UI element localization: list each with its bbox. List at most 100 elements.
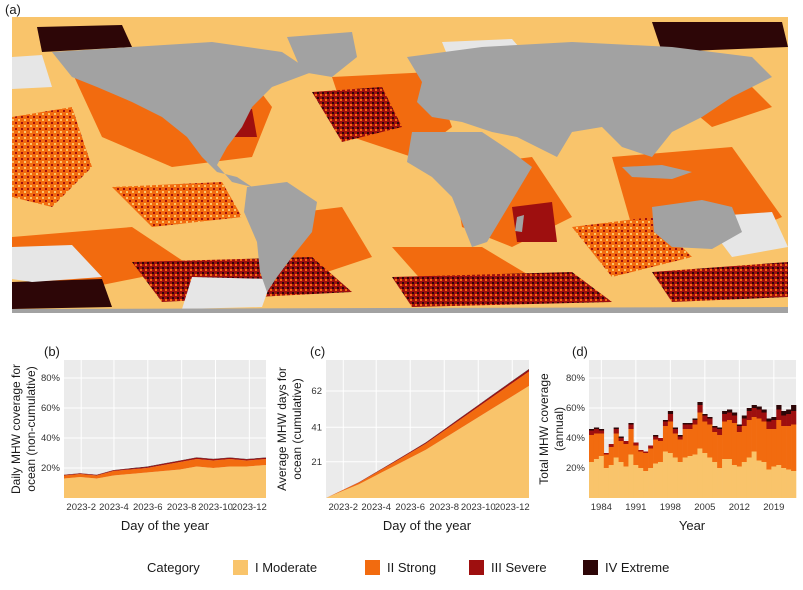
bar-severe bbox=[687, 424, 693, 429]
bar-moderate bbox=[771, 466, 777, 498]
bar-moderate bbox=[598, 456, 605, 498]
bar-extreme bbox=[667, 411, 674, 414]
panel-label-d: (d) bbox=[572, 344, 588, 359]
bar-severe bbox=[648, 445, 654, 449]
bar-severe bbox=[771, 420, 777, 429]
bar-moderate bbox=[791, 471, 797, 498]
land-masses bbox=[12, 32, 788, 313]
y-axis-label-line2: ocean (cumulative) bbox=[290, 378, 304, 479]
x-tick-label: 1984 bbox=[591, 502, 612, 513]
bar-severe bbox=[746, 411, 752, 420]
bar-extreme bbox=[662, 420, 669, 422]
bar-moderate bbox=[593, 459, 600, 498]
area-moderate bbox=[326, 385, 529, 498]
australia-land bbox=[652, 200, 742, 249]
bar-severe bbox=[722, 414, 728, 422]
bar-strong bbox=[667, 421, 674, 453]
bar-extreme bbox=[766, 418, 772, 422]
bar-moderate bbox=[727, 459, 733, 498]
bar-severe bbox=[751, 408, 757, 417]
y-tick-label: 80% bbox=[41, 373, 61, 384]
bar-severe bbox=[638, 450, 644, 452]
bar-extreme bbox=[736, 424, 743, 426]
bar-strong bbox=[643, 453, 649, 471]
legend-label-extreme: IV Extreme bbox=[605, 559, 670, 575]
bar-strong bbox=[598, 433, 605, 456]
bar-severe bbox=[702, 415, 708, 422]
bar-severe bbox=[658, 438, 664, 441]
bar-severe bbox=[618, 438, 624, 441]
bar-severe bbox=[712, 427, 718, 432]
bar-severe bbox=[589, 430, 595, 435]
x-tick-label: 2023-6 bbox=[133, 502, 163, 513]
bar-strong bbox=[781, 426, 787, 468]
bar-strong bbox=[638, 451, 644, 468]
speckled-regions bbox=[12, 107, 692, 277]
no-mhw-regions bbox=[12, 39, 788, 309]
bar-strong bbox=[776, 420, 782, 465]
x-tick-label: 2023-2 bbox=[328, 502, 358, 513]
global-mhw-map bbox=[12, 17, 788, 313]
y-tick-label: 21 bbox=[311, 457, 322, 468]
x-tick-label: 1991 bbox=[625, 502, 646, 513]
bar-severe bbox=[623, 441, 629, 444]
bar-moderate bbox=[623, 466, 629, 498]
chart-b: 20%40%60%80% 2023-2 2023-4 2023-6 2023-8 202… bbox=[9, 360, 267, 533]
bar-extreme bbox=[731, 412, 738, 416]
bar-moderate bbox=[746, 457, 752, 498]
bar-severe bbox=[672, 429, 679, 434]
bar-moderate bbox=[722, 459, 728, 498]
bar-moderate bbox=[633, 465, 639, 498]
legend-swatch-moderate bbox=[233, 559, 248, 575]
bar-moderate bbox=[662, 451, 669, 498]
bar-strong bbox=[628, 429, 634, 455]
x-tick-label: 2023-2 bbox=[66, 502, 96, 513]
area-moderate bbox=[64, 465, 266, 498]
bar-strong bbox=[672, 433, 679, 458]
bar-severe bbox=[731, 415, 738, 423]
bar-severe bbox=[736, 426, 743, 432]
bar-moderate bbox=[697, 448, 703, 498]
legend-swatch-extreme bbox=[583, 559, 598, 575]
chart-d: 20% 40% 60% 80% 1984 1991 1998 2005 2012 2019 Ye… bbox=[537, 360, 797, 533]
bar-extreme bbox=[628, 423, 634, 425]
y-tick-label: 20% bbox=[41, 463, 61, 474]
bar-severe bbox=[776, 409, 782, 420]
bar-extreme bbox=[682, 423, 688, 425]
legend-label-moderate: I Moderate bbox=[255, 559, 318, 575]
bar-strong bbox=[658, 441, 664, 462]
bar-severe bbox=[697, 405, 703, 413]
bar-moderate bbox=[677, 462, 683, 498]
legend-swatch-severe bbox=[469, 559, 484, 575]
bar-moderate bbox=[761, 462, 767, 498]
bar-moderate bbox=[692, 454, 698, 498]
bar-extreme bbox=[751, 405, 757, 408]
area-strong bbox=[64, 459, 266, 479]
bar-moderate bbox=[731, 465, 738, 498]
bar-strong bbox=[722, 421, 728, 459]
bar-strong bbox=[692, 424, 698, 455]
bar-strong bbox=[707, 424, 713, 458]
legend-item-moderate: I Moderate bbox=[233, 556, 317, 578]
bar-strong bbox=[731, 423, 738, 465]
x-tick-label: 2023-4 bbox=[99, 502, 129, 513]
bar-strong bbox=[766, 429, 772, 470]
bar-severe bbox=[756, 409, 762, 419]
legend-item-strong: II Strong bbox=[365, 556, 436, 578]
bar-extreme bbox=[727, 409, 733, 413]
bar-moderate bbox=[589, 462, 595, 498]
bar-strong bbox=[682, 429, 688, 458]
x-tick-label: 2023-8 bbox=[167, 502, 197, 513]
bar-moderate bbox=[672, 457, 679, 498]
bar-extreme bbox=[741, 415, 748, 419]
y-axis-label-line1: Daily MHW coverage for bbox=[9, 364, 23, 494]
bar-strong bbox=[653, 439, 659, 464]
bar-strong bbox=[702, 421, 708, 453]
bar-strong bbox=[727, 420, 733, 459]
bar-moderate bbox=[707, 457, 713, 498]
bar-strong bbox=[746, 420, 752, 458]
indonesia-land bbox=[622, 165, 692, 179]
bar-strong bbox=[613, 433, 619, 458]
bar-moderate bbox=[658, 462, 664, 498]
x-tick-label: 2023-10 bbox=[198, 502, 233, 513]
